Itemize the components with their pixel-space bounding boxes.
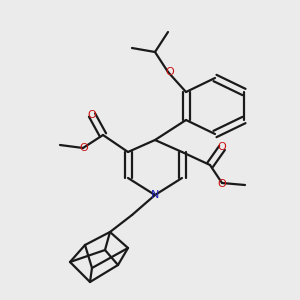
Text: N: N [151,190,159,200]
Text: O: O [218,142,226,152]
Text: O: O [80,143,88,153]
Text: O: O [166,67,174,77]
Text: O: O [218,179,226,189]
Text: O: O [88,110,96,120]
